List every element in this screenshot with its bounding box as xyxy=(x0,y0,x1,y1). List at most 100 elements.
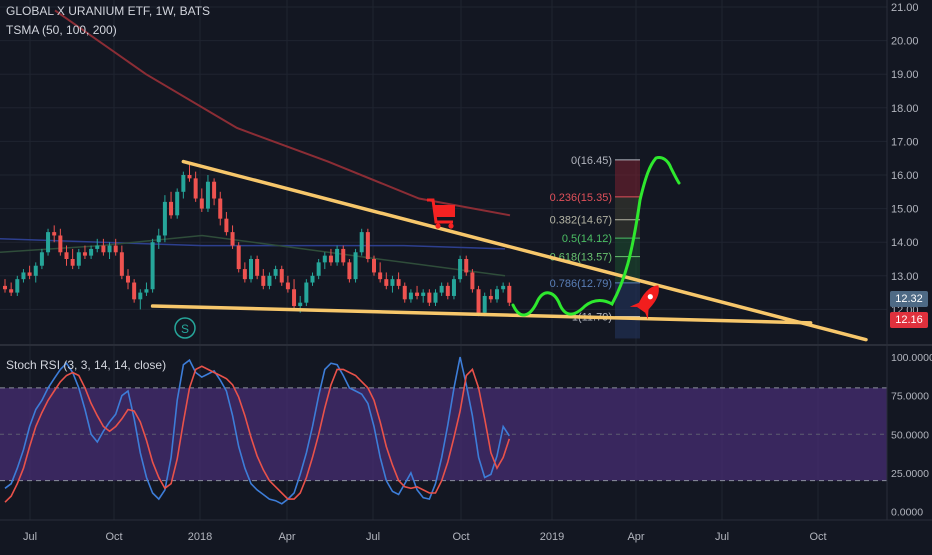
candle-body[interactable] xyxy=(322,255,327,263)
candle-body[interactable] xyxy=(267,275,272,286)
candle-body[interactable] xyxy=(249,259,253,280)
candle-body[interactable] xyxy=(255,259,260,276)
candle-body[interactable] xyxy=(341,248,346,263)
candle-body[interactable] xyxy=(451,279,456,296)
candle-body[interactable] xyxy=(212,181,217,199)
candle-body[interactable] xyxy=(310,275,315,283)
candle-body[interactable] xyxy=(470,272,475,290)
candle-body[interactable] xyxy=(285,282,290,290)
candle-body[interactable] xyxy=(439,285,444,293)
candle-body[interactable] xyxy=(82,252,87,256)
candle-body[interactable] xyxy=(304,282,309,303)
candle-body[interactable] xyxy=(76,252,81,266)
candle-body[interactable] xyxy=(390,279,395,286)
candle-body[interactable] xyxy=(261,275,266,286)
candle-body[interactable] xyxy=(476,289,481,313)
candle-body[interactable] xyxy=(150,242,155,290)
stoch-rsi-d-line xyxy=(4,365,511,503)
candle-body[interactable] xyxy=(218,198,223,219)
price-tick-label: 16.00 xyxy=(891,170,919,182)
candle-body[interactable] xyxy=(138,292,143,300)
candle-body[interactable] xyxy=(273,269,278,276)
candle-body[interactable] xyxy=(193,178,198,199)
candlesticks[interactable] xyxy=(3,161,512,317)
candle-body[interactable] xyxy=(64,252,69,259)
wedge-trendline-1[interactable] xyxy=(150,304,813,325)
candle-body[interactable] xyxy=(230,232,235,246)
candle-body[interactable] xyxy=(328,255,333,263)
candle-body[interactable] xyxy=(242,269,247,280)
trendlines[interactable] xyxy=(150,159,868,342)
stoch-rsi-lines xyxy=(4,356,511,505)
candle-body[interactable] xyxy=(169,201,174,216)
price-tick-label: 20.00 xyxy=(891,36,919,48)
s-marker-label: S xyxy=(181,322,189,336)
candle-body[interactable] xyxy=(396,279,401,286)
candle-body[interactable] xyxy=(347,262,352,280)
candle-body[interactable] xyxy=(9,289,14,293)
candle-body[interactable] xyxy=(21,272,26,280)
candle-body[interactable] xyxy=(181,175,186,192)
candle-body[interactable] xyxy=(292,289,297,307)
candle-body[interactable] xyxy=(162,201,167,236)
candle-body[interactable] xyxy=(408,292,413,300)
candle-body[interactable] xyxy=(89,248,94,256)
time-tick-label: 2018 xyxy=(188,531,212,543)
candle-body[interactable] xyxy=(501,285,506,290)
candle-body[interactable] xyxy=(378,272,383,280)
candle-body[interactable] xyxy=(119,252,124,276)
candle-body[interactable] xyxy=(421,292,426,296)
candle-body[interactable] xyxy=(384,279,389,286)
candle-body[interactable] xyxy=(33,265,38,276)
price-tick-label: 21.00 xyxy=(891,2,919,14)
fib-level-label: 0(16.45) xyxy=(571,155,612,167)
candle-body[interactable] xyxy=(507,285,512,303)
candle-body[interactable] xyxy=(224,218,229,233)
stoch-rsi-legend: Stoch RSI (3, 3, 14, 14, close) xyxy=(6,358,167,372)
candle-body[interactable] xyxy=(458,259,463,280)
candle-body[interactable] xyxy=(335,248,340,263)
candle-body[interactable] xyxy=(58,235,63,253)
candle-body[interactable] xyxy=(132,282,137,300)
candle-body[interactable] xyxy=(402,285,407,300)
candle-body[interactable] xyxy=(27,272,32,276)
candle-body[interactable] xyxy=(126,275,130,283)
candle-body[interactable] xyxy=(39,252,44,266)
candle-body[interactable] xyxy=(156,235,161,243)
candle-body[interactable] xyxy=(372,259,376,273)
candle-body[interactable] xyxy=(353,252,358,280)
candle-body[interactable] xyxy=(101,245,106,253)
candle-body[interactable] xyxy=(187,175,192,179)
candle-body[interactable] xyxy=(175,191,180,216)
candle-body[interactable] xyxy=(107,245,112,253)
candle-body[interactable] xyxy=(3,285,7,290)
candle-body[interactable] xyxy=(482,295,487,313)
time-tick-label: Oct xyxy=(452,531,469,543)
wedge-trendline-0[interactable] xyxy=(181,159,868,342)
candle-body[interactable] xyxy=(359,232,364,253)
candle-body[interactable] xyxy=(95,245,100,249)
candle-body[interactable] xyxy=(46,232,51,253)
candle-body[interactable] xyxy=(415,292,420,296)
candle-body[interactable] xyxy=(113,245,118,253)
candle-body[interactable] xyxy=(199,198,204,209)
candle-body[interactable] xyxy=(15,279,20,293)
candle-body[interactable] xyxy=(236,245,241,270)
candle-body[interactable] xyxy=(279,269,284,283)
candle-body[interactable] xyxy=(298,302,303,307)
candle-body[interactable] xyxy=(488,295,493,300)
candle-body[interactable] xyxy=(316,262,321,276)
candle-body[interactable] xyxy=(433,292,438,303)
candle-body[interactable] xyxy=(144,289,149,293)
candle-body[interactable] xyxy=(427,292,432,303)
candle-body[interactable] xyxy=(205,181,210,209)
candle-body[interactable] xyxy=(445,285,450,296)
candle-body[interactable] xyxy=(52,232,57,236)
candle-body[interactable] xyxy=(70,259,75,266)
fib-level-label: 0.382(14.67) xyxy=(550,215,612,227)
candle-body[interactable] xyxy=(464,259,469,273)
candle-body[interactable] xyxy=(365,232,370,259)
candle-body[interactable] xyxy=(495,289,499,300)
